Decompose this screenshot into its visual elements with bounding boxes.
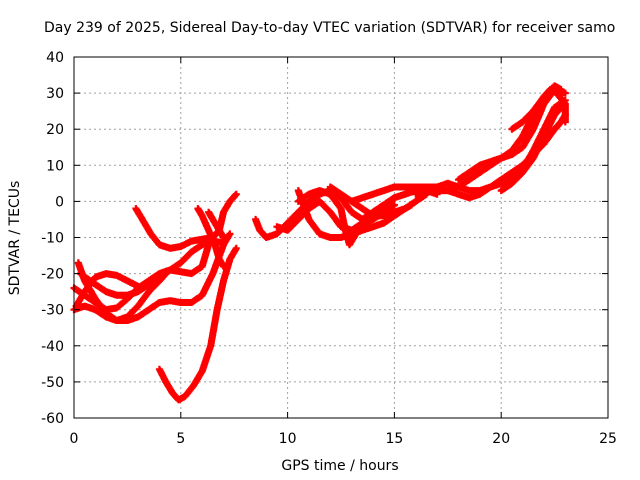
series-arc-4 [72, 270, 142, 310]
data-point [561, 111, 569, 119]
series-arc-9 [205, 208, 227, 241]
x-tick-label: 0 [70, 431, 79, 447]
chart-title: Day 239 of 2025, Sidereal Day-to-day VTE… [44, 20, 615, 36]
data-point [220, 234, 227, 241]
series-arc-7 [155, 244, 240, 404]
series-arc-5 [70, 230, 234, 324]
y-tick-label: -10 [41, 231, 64, 247]
y-tick-label: 30 [46, 86, 64, 102]
x-tick-label: 20 [492, 431, 510, 447]
y-tick-label: 40 [46, 50, 64, 66]
y-tick-label: -40 [41, 339, 64, 355]
y-tick-label: -20 [41, 267, 64, 283]
y-tick-label: 20 [46, 122, 64, 138]
y-tick-label: -30 [41, 303, 64, 319]
axis-ticks: 0 5 10 15 20 25 -60 -50 -40 -30 -20 -10 0 10 20 30 40 [41, 50, 617, 447]
series-arc-14 [294, 187, 430, 241]
y-tick-label: 0 [55, 194, 64, 210]
series-arc-21 [529, 111, 569, 155]
y-tick-label: 10 [46, 158, 64, 174]
series-arc-16 [412, 96, 569, 198]
x-tick-label: 15 [385, 431, 403, 447]
data-point [557, 86, 565, 93]
data-point [226, 230, 234, 238]
y-tick-label: -50 [41, 375, 64, 391]
data-point [232, 190, 240, 198]
y-axis-label: SDTVAR / TECUs [7, 181, 23, 296]
x-tick-label: 5 [176, 431, 185, 447]
x-axis-label: GPS time / hours [281, 458, 398, 474]
data-point [232, 244, 240, 252]
series-arc-2 [74, 259, 170, 324]
data-point [561, 89, 569, 97]
x-tick-label: 25 [599, 431, 617, 447]
series-arc-8 [194, 205, 227, 270]
x-tick-label: 10 [279, 431, 297, 447]
data-points [70, 82, 569, 404]
data-point [220, 262, 227, 270]
data-point [390, 194, 398, 202]
data-point [134, 282, 142, 290]
data-point [390, 201, 398, 209]
y-tick-label: -60 [41, 411, 64, 427]
